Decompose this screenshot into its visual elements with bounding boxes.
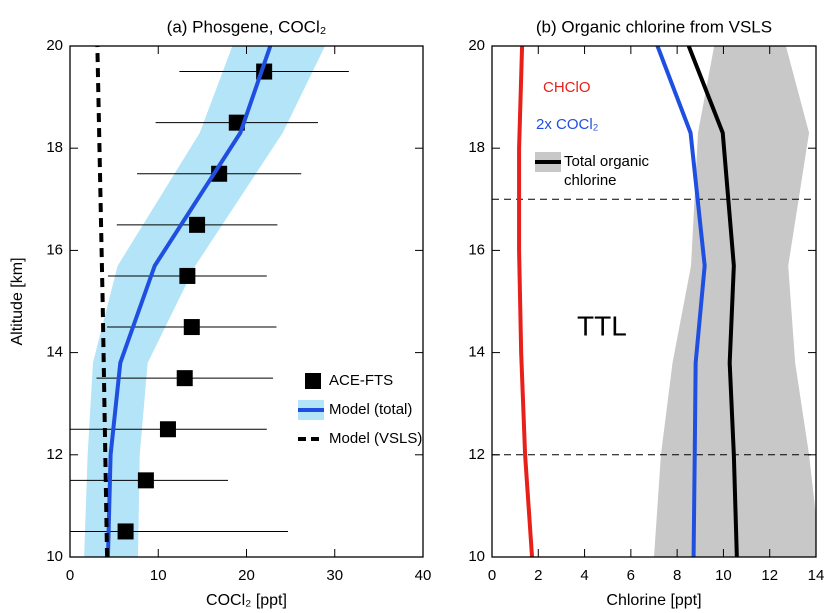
profile-line [686, 46, 739, 557]
profile-line [655, 46, 707, 557]
x-tick-label: 30 [326, 567, 343, 584]
y-tick-label: 18 [468, 139, 485, 156]
y-tick-label: 12 [46, 446, 63, 463]
chart-title: (a) Phosgene, COCl₂ [167, 17, 327, 36]
legend-marker [305, 373, 321, 389]
y-tick-label: 12 [468, 446, 485, 463]
y-tick-label: 10 [468, 548, 485, 565]
data-point [189, 216, 206, 233]
x-tick-label: 10 [150, 567, 167, 584]
x-tick-label: 6 [627, 567, 635, 584]
series-label: 2x COCl₂ [536, 116, 599, 133]
data-point [183, 319, 200, 336]
y-axis-label: Altitude [km] [9, 257, 26, 345]
profile-line [517, 46, 535, 557]
x-axis-label: COCl₂ [ppt] [206, 592, 287, 609]
data-point [176, 370, 193, 387]
x-tick-label: 0 [66, 567, 74, 584]
y-tick-label: 16 [468, 241, 485, 258]
x-tick-label: 14 [808, 567, 825, 584]
data-point [137, 472, 154, 489]
y-tick-label: 14 [46, 344, 63, 361]
y-tick-label: 14 [468, 344, 485, 361]
plot-area [70, 46, 349, 557]
x-axis-label: Chlorine [ppt] [606, 592, 701, 609]
x-tick-label: 8 [673, 567, 681, 584]
x-tick-label: 20 [238, 567, 255, 584]
legend-label: Total organic chlorine [564, 153, 650, 189]
data-point [117, 523, 134, 540]
data-point [159, 421, 176, 438]
y-tick-label: 16 [46, 241, 63, 258]
series-label: CHClO [543, 79, 591, 96]
x-tick-label: 4 [580, 567, 588, 584]
legend-label-box: Total organic chlorine [564, 153, 650, 189]
legend-label: Model (VSLS) [329, 430, 422, 447]
profile-line [95, 46, 110, 557]
y-tick-label: 20 [468, 37, 485, 54]
y-tick-label: 10 [46, 548, 63, 565]
plot-area [492, 46, 816, 557]
annotation: TTL [577, 310, 627, 341]
data-point [179, 267, 196, 284]
legend-label: Model (total) [329, 401, 412, 418]
x-tick-label: 10 [715, 567, 732, 584]
x-tick-label: 12 [761, 567, 778, 584]
uncertainty-band [654, 46, 816, 557]
x-tick-label: 2 [534, 567, 542, 584]
x-tick-label: 40 [415, 567, 432, 584]
y-tick-label: 18 [46, 139, 63, 156]
profile-line [105, 46, 273, 557]
x-tick-label: 0 [488, 567, 496, 584]
y-tick-label: 20 [46, 37, 63, 54]
legend-label: ACE-FTS [329, 372, 393, 389]
plot-frame [491, 45, 817, 558]
chart-title: (b) Organic chlorine from VSLS [536, 17, 772, 36]
